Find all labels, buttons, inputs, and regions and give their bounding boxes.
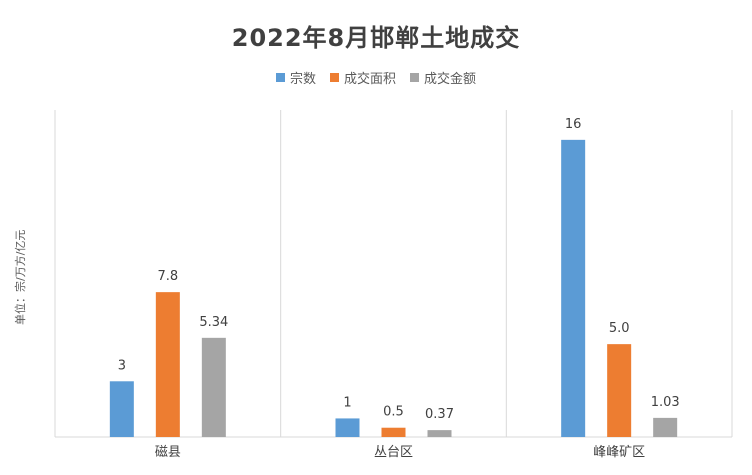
data-label: 5.0 [609, 321, 630, 336]
bar [201, 337, 226, 437]
data-label: 0.37 [425, 407, 454, 422]
bar [561, 139, 586, 437]
x-tick-label: 丛台区 [374, 445, 413, 460]
bar [607, 344, 632, 437]
legend-swatch-amount [410, 73, 419, 82]
x-tick-label: 峰峰矿区 [593, 445, 645, 460]
legend-swatch-area [329, 73, 339, 82]
chart-title: 2022年8月邯郸土地成交 [231, 24, 521, 52]
data-label: 5.34 [199, 315, 228, 330]
legend-item-area: 成交面积 [329, 68, 396, 87]
data-label: 1 [343, 395, 351, 410]
bar [155, 292, 180, 437]
data-label: 1.03 [651, 395, 680, 410]
bar [335, 418, 360, 437]
data-label: 0.5 [383, 405, 404, 420]
legend-label-amount: 成交金额 [424, 72, 477, 87]
data-label: 16 [565, 117, 582, 132]
x-tick-label: 磁县 [155, 445, 181, 460]
bar [427, 430, 452, 437]
bar [653, 417, 678, 437]
legend-item-count: 宗数 [275, 68, 316, 87]
legend-item-amount: 成交金额 [410, 68, 476, 87]
data-label: 7.8 [157, 269, 178, 284]
bar [109, 381, 134, 437]
legend: 宗数 成交面积 成交金额 [0, 68, 752, 87]
legend-swatch-count [275, 73, 285, 82]
bar [381, 427, 406, 437]
data-label: 3 [118, 358, 126, 373]
legend-label-count: 宗数 [289, 72, 316, 87]
legend-label-area: 成交面积 [343, 72, 396, 87]
